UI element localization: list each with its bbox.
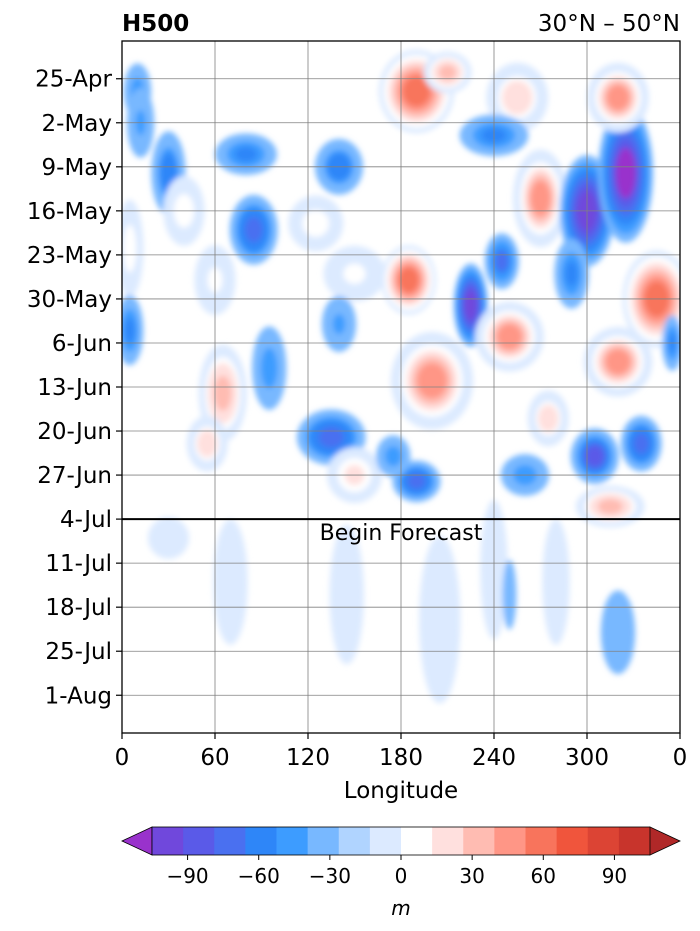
- anomaly-contour-18-5: [402, 76, 431, 107]
- anomaly-contour-5-5: [124, 317, 135, 343]
- colorbar-bin: [618, 827, 651, 855]
- x-tick-label: 180: [379, 745, 423, 771]
- x-tick-label: 120: [286, 745, 330, 771]
- anomaly-contour-47-5: [611, 617, 625, 648]
- y-tick-label: 16-May: [27, 199, 112, 225]
- anomaly-contour-45-5: [340, 569, 353, 620]
- y-tick-label: 23-May: [27, 243, 112, 269]
- colorbar: −90 −60 −30 0 30 60 90: [121, 826, 681, 888]
- anomaly-contour-24-5: [464, 290, 477, 321]
- anomaly-contour-4-5: [124, 231, 135, 267]
- colorbar-bin: [494, 827, 527, 855]
- colorbar-bin: [307, 827, 340, 855]
- x-axis-label: Longitude: [344, 778, 458, 804]
- colorbar-tick-label: −30: [309, 864, 351, 888]
- colorbar-bin: [587, 827, 620, 855]
- y-axis: 25-Apr 2-May 9-May 16-May 23-May 30-May 6-Jun 1…: [27, 67, 122, 709]
- colorbar-tick-label: 0: [395, 864, 408, 888]
- anomaly-contour-23-5: [387, 448, 400, 464]
- colorbar-bin: [276, 827, 309, 855]
- x-tick-label: 60: [200, 745, 229, 771]
- colorbar-bin: [401, 827, 433, 855]
- anomaly-contour-10-5: [199, 433, 215, 454]
- y-tick-label: 18-Jul: [45, 595, 112, 621]
- colorbar-tick-label: −60: [238, 864, 280, 888]
- anomaly-contour-39-5: [597, 499, 623, 515]
- anomaly-contour-7-5: [245, 217, 263, 243]
- anomaly-contour-46-5: [224, 559, 237, 605]
- anomaly-contour-31-5: [615, 147, 636, 199]
- y-tick-label: 4-Jul: [60, 507, 112, 533]
- anomaly-contour-42-5: [432, 589, 448, 650]
- title-left: H500: [122, 11, 189, 37]
- anomaly-contour-15-5: [332, 313, 346, 335]
- anomaly-contour-20-5: [398, 267, 419, 293]
- colorbar-bin: [556, 827, 589, 855]
- anomaly-contour-6-5: [234, 146, 258, 162]
- x-tick-label: 300: [565, 745, 609, 771]
- colorbar-label: m: [391, 896, 410, 920]
- colorbar-extend-low: [121, 826, 153, 856]
- colorbar-tick-label: 60: [531, 864, 556, 888]
- y-tick-label: 6-Jun: [52, 331, 112, 357]
- anomaly-contour-13-5: [305, 213, 326, 234]
- x-axis: 0 60 120 180 240 300 0: [115, 733, 688, 771]
- x-tick-label: 0: [673, 745, 688, 771]
- y-tick-label: 30-May: [27, 287, 112, 313]
- colorbar-bin: [245, 827, 278, 855]
- colorbar-bin: [183, 827, 215, 855]
- anomaly-contour-35-5: [606, 85, 630, 111]
- x-tick-label: 240: [472, 745, 516, 771]
- y-tick-label: 27-Jun: [37, 463, 112, 489]
- anomaly-contour-32-5: [565, 261, 578, 287]
- colorbar-tick-label: −90: [166, 864, 208, 888]
- y-tick-label: 1-Aug: [45, 683, 112, 709]
- anomaly-contour-37-5: [586, 446, 604, 467]
- colorbar-bin: [463, 827, 495, 855]
- y-tick-label: 11-Jul: [45, 551, 112, 577]
- y-tick-label: 20-Jun: [37, 419, 112, 445]
- anomaly-contour-40-5: [540, 408, 556, 429]
- colorbar-tick-label: 90: [602, 864, 627, 888]
- y-tick-label: 2-May: [42, 111, 112, 137]
- y-tick-label: 25-Apr: [35, 67, 112, 93]
- anomaly-contour-14-5: [343, 263, 366, 284]
- anomaly-contour-28-5: [506, 85, 529, 111]
- title-right: 30°N – 50°N: [538, 11, 680, 37]
- anomaly-contour-27-5: [530, 180, 551, 216]
- anomaly-contour-44-5: [551, 559, 561, 605]
- y-tick-label: 25-Jul: [45, 639, 112, 665]
- anomaly-contour-19-5: [438, 64, 457, 80]
- y-tick-label: 13-Jun: [37, 375, 112, 401]
- anomaly-contour-22-5: [407, 473, 426, 489]
- anomaly-contour-49-5: [161, 530, 176, 546]
- colorbar-bin: [369, 827, 402, 855]
- colorbar-bin: [152, 827, 184, 855]
- anomaly-contour-26-5: [497, 324, 522, 350]
- forecast-start-label: Begin Forecast: [320, 521, 483, 546]
- anomaly-contour-9-5: [214, 375, 232, 411]
- anomaly-contour-25-5: [495, 251, 508, 272]
- x-tick-label: 0: [115, 745, 130, 771]
- colorbar-bin: [432, 827, 464, 855]
- anomaly-contour-38-5: [633, 433, 649, 454]
- colorbar-tick-label: 30: [459, 864, 484, 888]
- colorbar-extend-high: [649, 826, 681, 856]
- anomaly-contour-11-5: [263, 353, 276, 384]
- colorbar-bin: [338, 827, 371, 855]
- anomaly-contour-1-5: [162, 158, 175, 189]
- anomaly-contour-34-5: [605, 349, 631, 375]
- y-tick-label: 9-May: [42, 155, 112, 181]
- colorbar-bin: [525, 827, 558, 855]
- anomaly-contour-16-5: [318, 427, 344, 448]
- anomaly-contour-21-5: [417, 363, 447, 399]
- anomaly-contour-48-5: [507, 582, 512, 608]
- colorbar-bin: [214, 827, 246, 855]
